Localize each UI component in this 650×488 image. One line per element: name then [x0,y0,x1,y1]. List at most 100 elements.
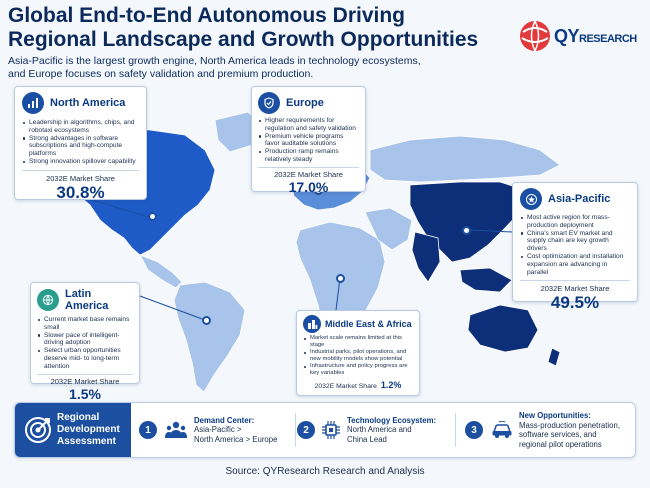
central-america-shape [139,254,183,289]
middle-east-shape [364,207,413,251]
regional-assessment-panel: Regional Development Assessment 1 Demand… [14,402,636,458]
asia-pacific-pin [462,226,471,235]
page-title: Global End-to-End Autonomous Driving Reg… [8,4,508,52]
share-label: 2032E Market Share [314,383,377,390]
region-name: Asia-Pacific [548,193,611,205]
qyresearch-logo: QYRESEARCH [518,14,646,58]
divider [22,169,139,171]
subtitle-line-2: and Europe focuses on safety validation … [8,68,314,80]
source-note: Source: QYResearch Research and Analysis [225,466,425,477]
assessment-label-box: Regional Development Assessment [15,403,131,457]
step-line: regional pilot operations [519,439,602,449]
latin-america-card: Latin America Current market base remain… [30,282,140,402]
step-title: New Opportunities: [519,411,591,420]
assessment-label-line-1: Regional [57,412,100,423]
region-name: Europe [286,97,324,109]
region-name: North America [50,97,126,109]
divider [37,373,133,375]
share-value: 49.5% [550,293,600,313]
southeast-asia-shape [459,267,513,293]
step-line: software services, and [519,430,597,439]
card-header: Middle East & Africa [303,315,413,333]
step-text: New Opportunities: Mass-production penet… [519,411,620,449]
bullet-list: Market scale remains limited at this sta… [303,335,413,377]
step-title: Technology Ecosystem: [347,415,437,425]
divider [520,280,630,282]
europe-card: Europe Higher requirements for regulatio… [251,86,366,195]
logo-text: QYRESEARCH [554,26,637,47]
bullet-item: Industrial parks, pilot operations, and … [303,349,413,363]
bullet-item: Premium vehicle programs favor auditable… [258,133,359,149]
target-icon [25,417,51,443]
step-text: Technology Ecosystem: North America and … [347,416,436,445]
bullet-item: Higher requirements for regulation and s… [258,117,359,133]
step-line: North America > Europe [194,434,278,444]
card-header: Latin America [37,288,133,312]
share-value: 30.8% [56,182,105,202]
north-asia-shape [369,135,561,183]
step-text: Demand Center: Asia-Pacific > North Amer… [194,416,277,445]
bullet-item: China's smart EV market and supply chain… [520,230,630,253]
logo-brand-rest: RESEARCH [579,32,637,45]
bullet-list: Most active region for mass-production d… [520,214,630,276]
title-line-1: Global End-to-End Autonomous Driving [8,4,406,27]
people-icon [165,421,187,438]
share-label: 2032E Market Share [274,169,343,179]
bar-chart-icon [22,92,44,114]
assessment-label-line-3: Assessment [57,436,116,447]
bullet-list: Higher requirements for regulation and s… [258,117,359,164]
india-shape [411,231,441,283]
subtitle-line-1: Asia-Pacific is the largest growth engin… [8,55,421,67]
bullet-list: Current market base remains small Slower… [37,316,133,371]
step-number: 2 [297,421,315,439]
step-number: 3 [465,421,483,439]
share-value: 1.2% [380,380,402,390]
divider [258,166,359,168]
step-line: China Lead [347,434,387,444]
assessment-label: Regional Development Assessment [57,412,120,448]
share-row: 2032E Market Share 1.2% [303,380,413,390]
step-separator [295,413,296,447]
step-title: Demand Center: [194,415,255,425]
step-number: 1 [139,421,157,439]
bullet-item: Leadership in algorithms, chips, and rob… [22,119,139,135]
north-america-pin [148,212,157,221]
globe-icon [37,289,59,311]
step-line: Asia-Pacific > [194,425,242,435]
step-separator [455,413,456,447]
share-value: 1.5% [69,385,101,402]
card-header: Europe [258,92,359,114]
share-label: 2032E Market Share [50,376,120,386]
bullet-item: Strong advantages in software subscripti… [22,135,139,158]
new-zealand-shape [547,347,561,367]
middle-east-africa-card: Middle East & Africa Market scale remain… [296,310,420,396]
card-header: North America [22,92,139,114]
bullet-item: Slower pace of intelligent-driving adopt… [37,332,133,348]
australia-shape [467,304,539,353]
latin-america-pin [202,316,211,325]
title-line-2: Regional Landscape and Growth Opportunit… [8,28,479,51]
step-technology-ecosystem: 2 Technology Ecosystem: North America an… [297,403,436,457]
bullet-item: Infrastructure and policy progress are k… [303,363,413,377]
share-label: 2032E Market Share [46,173,115,183]
star-globe-icon [520,188,542,210]
middle-east-africa-pin [336,274,345,283]
bullet-item: Production ramp remains relatively stead… [258,148,359,164]
logo-brand-main: QY [554,25,580,46]
card-header: Asia-Pacific [520,188,630,210]
shield-check-icon [258,92,280,114]
step-line: Mass-production penetration, [519,420,620,430]
asia-pacific-card: Asia-Pacific Most active region for mass… [512,182,638,312]
assessment-label-line-2: Development [57,424,120,435]
city-icon [303,315,321,333]
south-america-shape [173,281,246,393]
region-name: Latin America [65,288,109,312]
bullet-item: Cost optimization and installation expan… [520,253,630,276]
north-america-card: North America Leadership in algorithms, … [14,86,147,202]
page-subtitle: Asia-Pacific is the largest growth engin… [8,55,508,81]
globe-logo-icon [520,20,550,52]
chip-icon [322,421,340,439]
bullet-item: Most active region for mass-production d… [520,214,630,230]
asia-pacific-shape [409,181,526,263]
